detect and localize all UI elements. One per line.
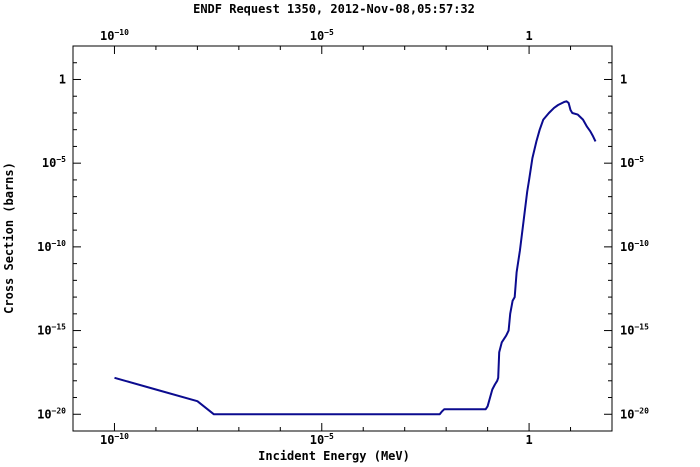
series-layer [114, 100, 597, 416]
x-tick-label-bottom: 10−10 [100, 432, 129, 447]
x-axis-label: Incident Energy (MeV) [258, 449, 410, 463]
tick-marks [72, 45, 613, 432]
y-tick-label-right: 10−10 [620, 239, 649, 254]
y-tick-label-right: 1 [620, 72, 627, 86]
chart-title: ENDF Request 1350, 2012-Nov-08,05:57:32 [193, 2, 475, 16]
series-line-1 [114, 100, 597, 416]
tick-labels: 10−10 10−10 10−5 10−5 1 1 1 1 10−5 10−5 10−10 10−10… [37, 28, 649, 447]
y-tick-label-left: 10−20 [37, 406, 66, 421]
y-tick-label-left: 1 [59, 72, 66, 86]
y-tick-label-right: 10−5 [620, 155, 644, 170]
x-tick-label-top: 10−10 [100, 28, 129, 43]
x-tick-label-top: 10−5 [310, 28, 334, 43]
plot-frame [72, 45, 613, 432]
x-tick-label-bottom: 1 [525, 433, 532, 447]
y-axis-label: Cross Section (barns) [2, 162, 16, 314]
x-tick-label-top: 1 [525, 29, 532, 43]
y-tick-label-left: 10−5 [42, 155, 66, 170]
x-tick-label-bottom: 10−5 [310, 432, 334, 447]
y-tick-label-right: 10−15 [620, 323, 649, 338]
y-tick-label-left: 10−15 [37, 323, 66, 338]
y-tick-label-right: 10−20 [620, 406, 649, 421]
y-tick-label-left: 10−10 [37, 239, 66, 254]
